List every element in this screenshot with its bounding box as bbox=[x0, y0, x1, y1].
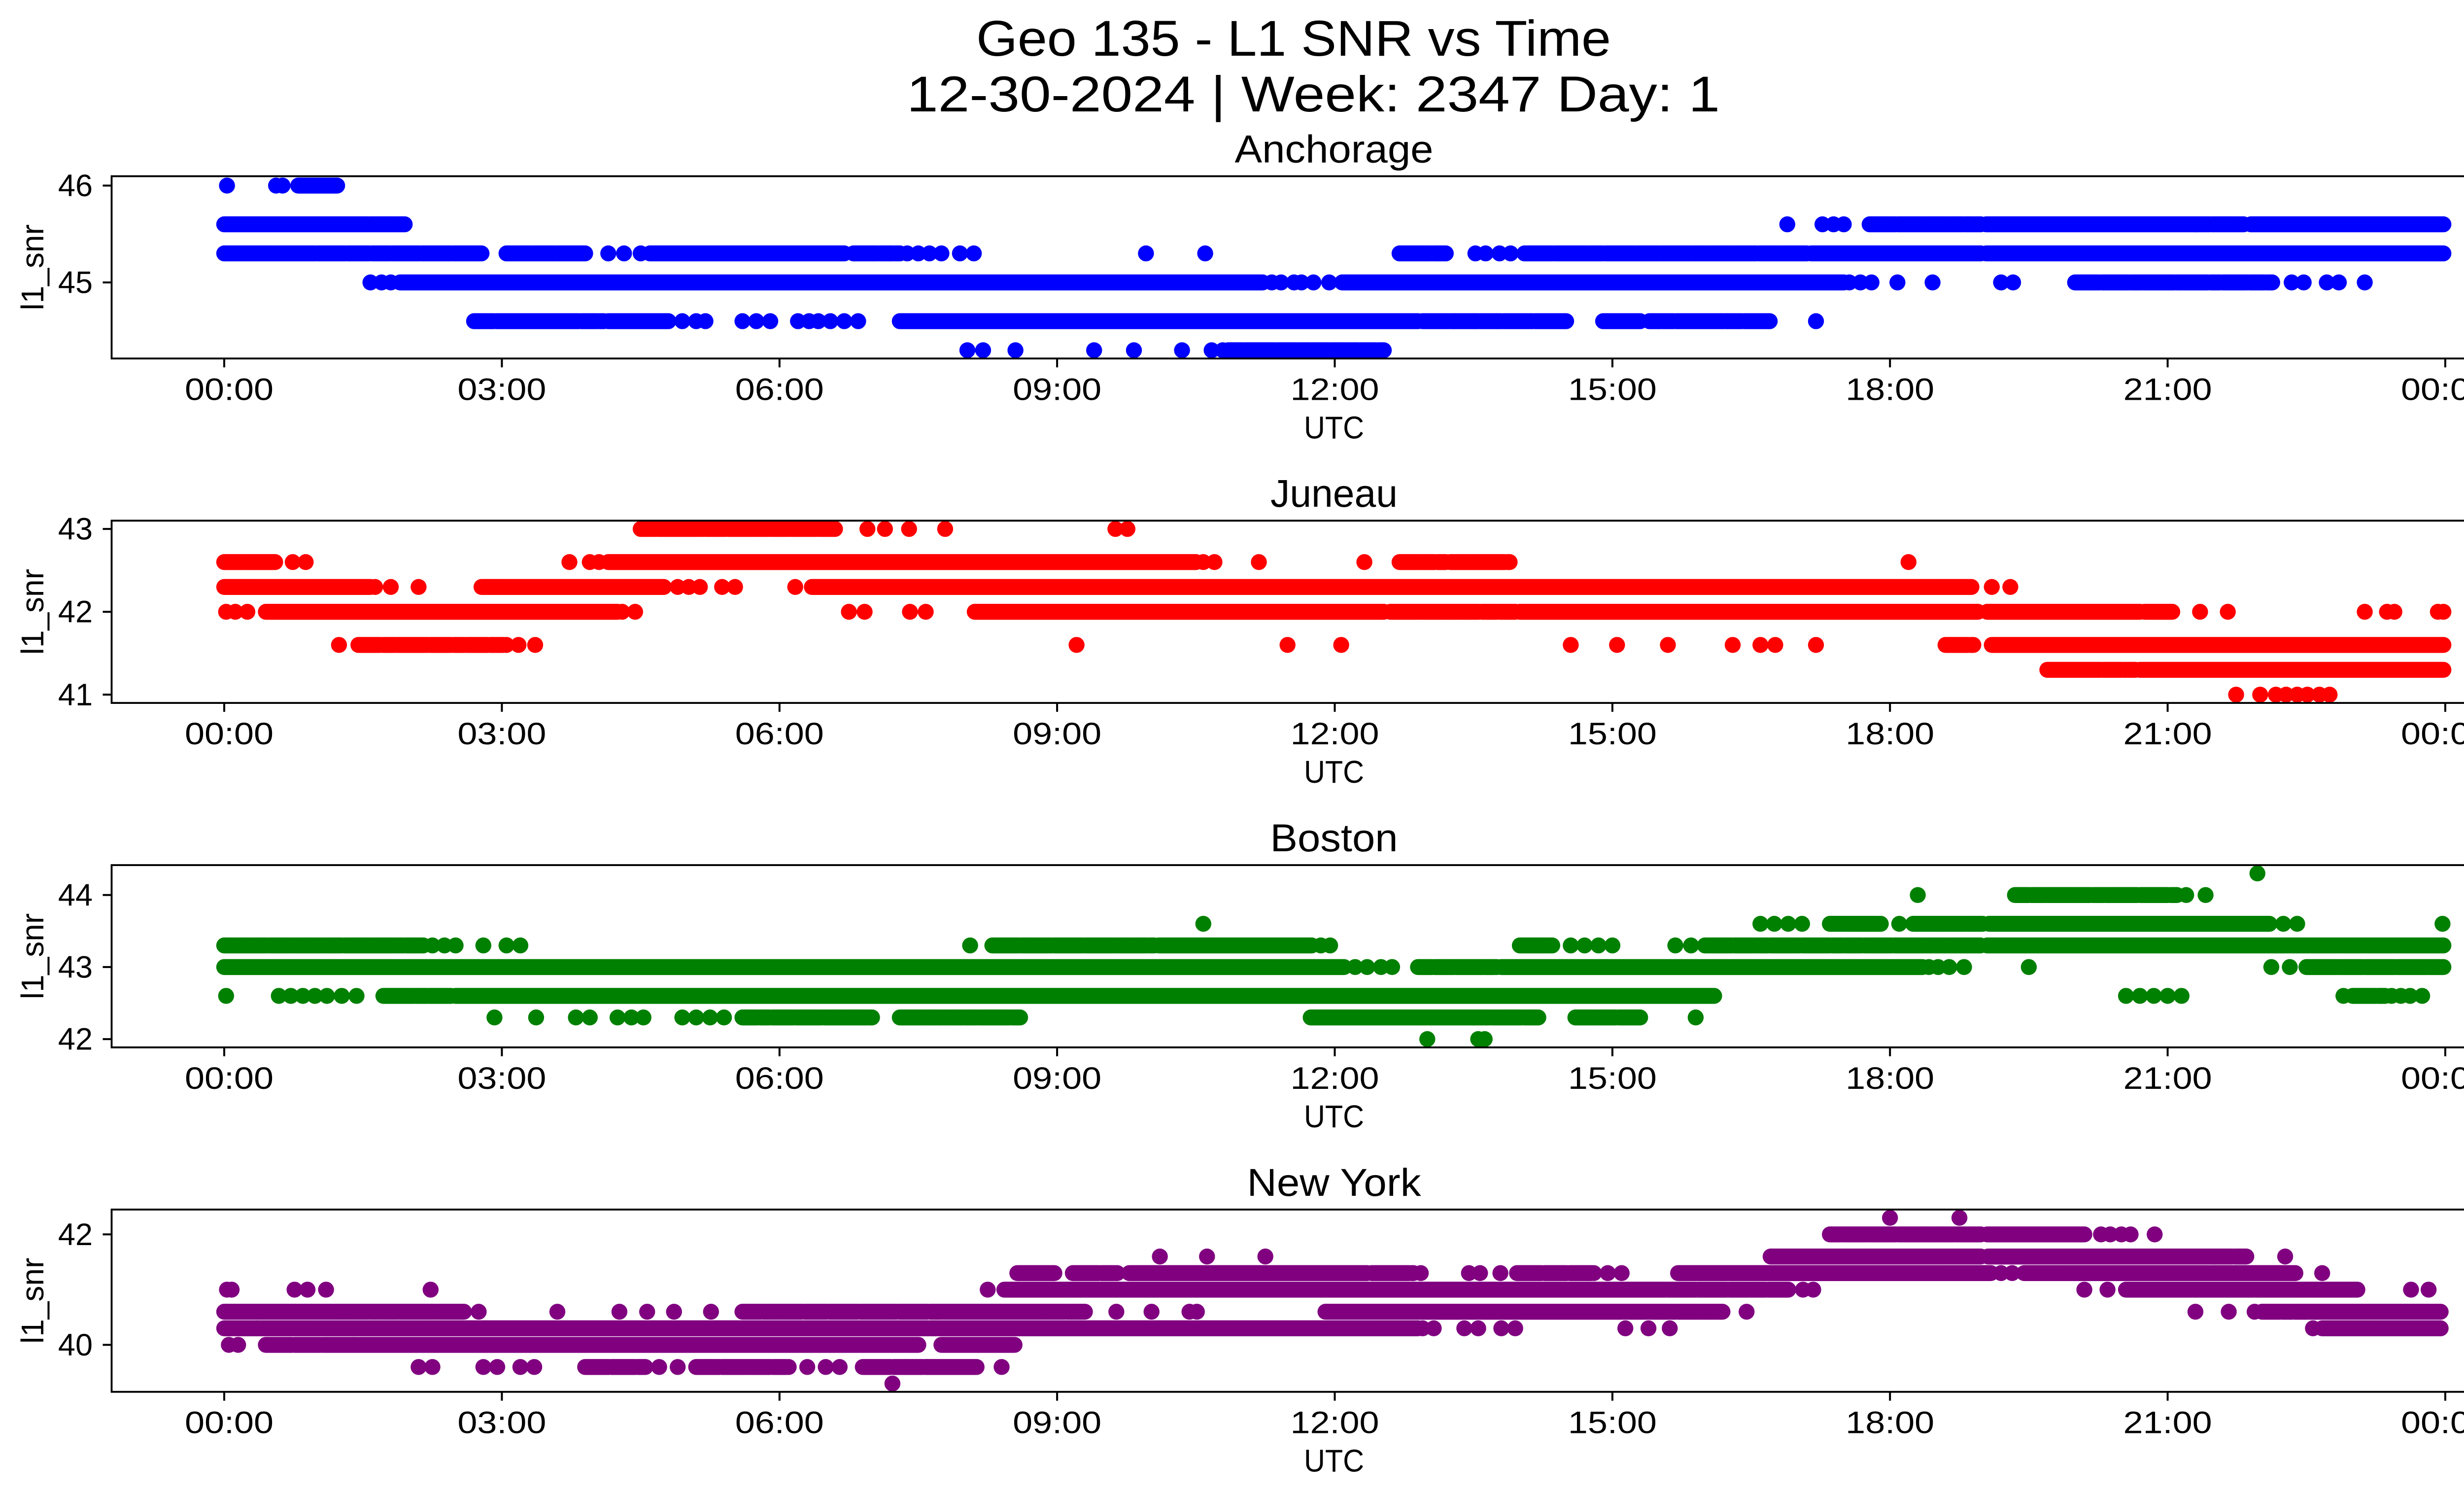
svg-text:03:00: 03:00 bbox=[457, 1061, 546, 1096]
svg-text:00:00: 00:00 bbox=[185, 717, 274, 751]
svg-text:21:00: 21:00 bbox=[2123, 717, 2212, 751]
svg-text:12:00: 12:00 bbox=[1291, 372, 1379, 407]
svg-text:09:00: 09:00 bbox=[1013, 1061, 1101, 1096]
svg-text:12:00: 12:00 bbox=[1291, 1406, 1379, 1440]
svg-text:New York: New York bbox=[1247, 1160, 1422, 1204]
svg-text:00:00: 00:00 bbox=[185, 1406, 274, 1440]
svg-text:18:00: 18:00 bbox=[1846, 717, 1934, 751]
svg-text:00:00: 00:00 bbox=[185, 372, 274, 407]
svg-text:l1_snr: l1_snr bbox=[15, 569, 50, 655]
svg-text:12-30-2024 | Week: 2347 Day: 1: 12-30-2024 | Week: 2347 Day: 1 bbox=[907, 66, 1720, 122]
svg-text:l1_snr: l1_snr bbox=[15, 1258, 50, 1344]
svg-text:18:00: 18:00 bbox=[1846, 1061, 1934, 1096]
svg-text:43: 43 bbox=[58, 950, 93, 984]
svg-text:03:00: 03:00 bbox=[457, 372, 546, 407]
svg-text:40: 40 bbox=[58, 1328, 93, 1362]
svg-text:42: 42 bbox=[58, 1022, 93, 1057]
svg-text:03:00: 03:00 bbox=[457, 717, 546, 751]
svg-text:06:00: 06:00 bbox=[735, 1061, 824, 1096]
svg-text:46: 46 bbox=[58, 169, 93, 203]
svg-text:06:00: 06:00 bbox=[735, 717, 824, 751]
svg-text:Boston: Boston bbox=[1270, 816, 1398, 860]
svg-text:18:00: 18:00 bbox=[1846, 372, 1934, 407]
svg-text:03:00: 03:00 bbox=[457, 1406, 546, 1440]
svg-text:00:00: 00:00 bbox=[2401, 372, 2464, 407]
svg-text:l1_snr: l1_snr bbox=[15, 913, 50, 999]
svg-text:06:00: 06:00 bbox=[735, 1406, 824, 1440]
svg-text:00:00: 00:00 bbox=[2401, 1061, 2464, 1096]
svg-text:00:00: 00:00 bbox=[2401, 1406, 2464, 1440]
svg-text:00:00: 00:00 bbox=[2401, 717, 2464, 751]
svg-text:09:00: 09:00 bbox=[1013, 717, 1101, 751]
svg-text:Juneau: Juneau bbox=[1270, 471, 1398, 515]
svg-text:43: 43 bbox=[58, 512, 93, 547]
svg-text:UTC: UTC bbox=[1304, 1443, 1364, 1479]
svg-text:09:00: 09:00 bbox=[1013, 372, 1101, 407]
svg-text:15:00: 15:00 bbox=[1568, 1061, 1657, 1096]
svg-text:l1_snr: l1_snr bbox=[15, 224, 50, 310]
svg-text:UTC: UTC bbox=[1304, 410, 1364, 445]
svg-text:44: 44 bbox=[58, 878, 93, 912]
svg-text:15:00: 15:00 bbox=[1568, 1406, 1657, 1440]
svg-text:15:00: 15:00 bbox=[1568, 717, 1657, 751]
svg-text:UTC: UTC bbox=[1304, 754, 1364, 790]
svg-text:42: 42 bbox=[58, 595, 93, 629]
svg-text:Geo 135 - L1 SNR vs Time: Geo 135 - L1 SNR vs Time bbox=[976, 10, 1611, 67]
svg-text:Anchorage: Anchorage bbox=[1235, 127, 1434, 171]
svg-text:15:00: 15:00 bbox=[1568, 372, 1657, 407]
svg-text:45: 45 bbox=[58, 266, 93, 300]
svg-text:21:00: 21:00 bbox=[2123, 372, 2212, 407]
svg-text:18:00: 18:00 bbox=[1846, 1406, 1934, 1440]
svg-text:21:00: 21:00 bbox=[2123, 1061, 2212, 1096]
svg-text:00:00: 00:00 bbox=[185, 1061, 274, 1096]
svg-text:09:00: 09:00 bbox=[1013, 1406, 1101, 1440]
svg-text:12:00: 12:00 bbox=[1291, 1061, 1379, 1096]
svg-text:41: 41 bbox=[58, 678, 93, 712]
svg-text:06:00: 06:00 bbox=[735, 372, 824, 407]
svg-text:21:00: 21:00 bbox=[2123, 1406, 2212, 1440]
svg-text:12:00: 12:00 bbox=[1291, 717, 1379, 751]
svg-text:UTC: UTC bbox=[1304, 1099, 1364, 1134]
svg-text:42: 42 bbox=[58, 1217, 93, 1252]
